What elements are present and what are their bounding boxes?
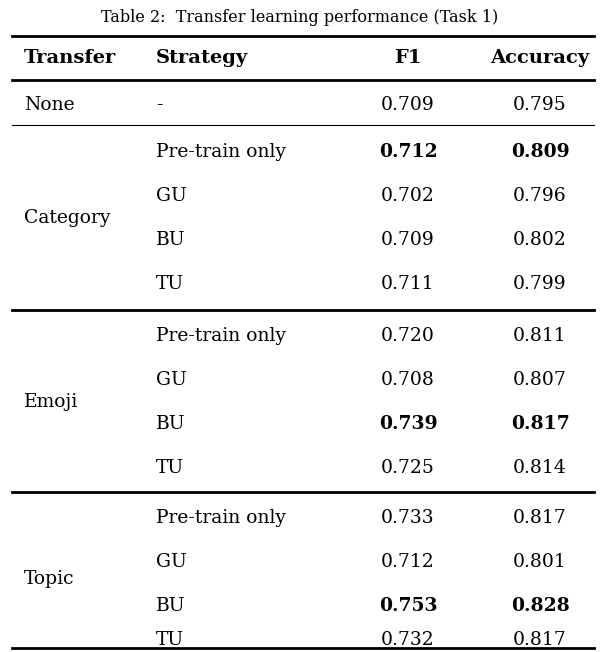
Text: 0.732: 0.732 (381, 631, 435, 649)
Text: 0.708: 0.708 (381, 371, 435, 389)
Text: Accuracy: Accuracy (490, 49, 590, 67)
Text: 0.733: 0.733 (381, 509, 435, 527)
Text: TU: TU (156, 459, 184, 477)
Text: 0.702: 0.702 (381, 187, 435, 205)
Text: TU: TU (156, 275, 184, 293)
Text: 0.828: 0.828 (511, 597, 569, 615)
Text: -: - (156, 96, 163, 114)
Text: 0.817: 0.817 (513, 631, 567, 649)
Text: BU: BU (156, 415, 185, 433)
Text: TU: TU (156, 631, 184, 649)
Text: 0.809: 0.809 (511, 143, 569, 161)
Text: BU: BU (156, 597, 185, 615)
Text: 0.709: 0.709 (381, 231, 435, 249)
Text: GU: GU (156, 553, 187, 571)
Text: Topic: Topic (24, 570, 74, 588)
Text: Category: Category (24, 209, 110, 227)
Text: 0.801: 0.801 (513, 553, 567, 571)
Text: Table 2:  Transfer learning performance (Task 1): Table 2: Transfer learning performance (… (101, 10, 499, 27)
Text: GU: GU (156, 187, 187, 205)
Text: F1: F1 (394, 49, 422, 67)
Text: 0.720: 0.720 (381, 327, 435, 345)
Text: 0.711: 0.711 (381, 275, 435, 293)
Text: Pre-train only: Pre-train only (156, 509, 286, 527)
Text: 0.796: 0.796 (513, 187, 567, 205)
Text: 0.814: 0.814 (513, 459, 567, 477)
Text: Emoji: Emoji (24, 393, 78, 411)
Text: 0.817: 0.817 (513, 509, 567, 527)
Text: BU: BU (156, 231, 185, 249)
Text: 0.712: 0.712 (379, 143, 437, 161)
Text: 0.753: 0.753 (379, 597, 437, 615)
Text: Pre-train only: Pre-train only (156, 143, 286, 161)
Text: 0.739: 0.739 (379, 415, 437, 433)
Text: 0.799: 0.799 (513, 275, 567, 293)
Text: Pre-train only: Pre-train only (156, 327, 286, 345)
Text: Strategy: Strategy (156, 49, 248, 67)
Text: 0.795: 0.795 (513, 96, 567, 114)
Text: 0.709: 0.709 (381, 96, 435, 114)
Text: None: None (24, 96, 74, 114)
Text: 0.817: 0.817 (511, 415, 569, 433)
Text: GU: GU (156, 371, 187, 389)
Text: 0.802: 0.802 (513, 231, 567, 249)
Text: 0.725: 0.725 (381, 459, 435, 477)
Text: 0.807: 0.807 (513, 371, 567, 389)
Text: Transfer: Transfer (24, 49, 116, 67)
Text: 0.712: 0.712 (381, 553, 435, 571)
Text: 0.811: 0.811 (513, 327, 567, 345)
